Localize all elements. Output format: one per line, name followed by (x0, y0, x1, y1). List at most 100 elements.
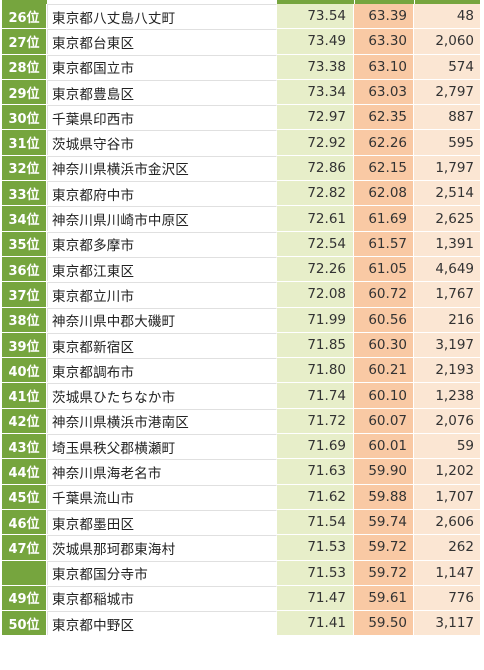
rank-cell: 43位 (2, 434, 47, 459)
name-cell: 東京都国立市 (47, 54, 277, 79)
value3-cell: 3,197 (414, 332, 480, 358)
name-cell: 東京都立川市 (47, 282, 277, 307)
value2-cell: 60.56 (354, 307, 414, 332)
table-row: 45位 千葉県流山市 71.62 59.88 1,707 (2, 484, 480, 510)
value2-cell: 60.01 (354, 434, 414, 459)
table-header-strip (2, 0, 480, 4)
value3-cell: 1,147 (414, 560, 480, 585)
value1-cell: 71.80 (277, 358, 354, 383)
value3-cell: 4,649 (414, 256, 480, 282)
value2-cell: 62.15 (354, 155, 414, 181)
value1-cell: 72.26 (277, 256, 354, 282)
name-cell: 東京都中野区 (47, 611, 277, 636)
value2-cell: 59.61 (354, 585, 414, 611)
value3-cell: 2,606 (414, 509, 480, 535)
value1-cell: 72.08 (277, 282, 354, 307)
value1-cell: 72.86 (277, 155, 354, 181)
name-cell: 東京都八丈島八丈町 (47, 4, 277, 29)
value3-cell: 216 (414, 307, 480, 332)
rank-cell: 32位 (2, 155, 47, 181)
value2-cell: 62.08 (354, 181, 414, 206)
name-cell: 茨城県那珂郡東海村 (47, 535, 277, 560)
value1-cell: 72.82 (277, 181, 354, 206)
name-cell: 東京都新宿区 (47, 332, 277, 358)
value3-cell: 1,707 (414, 484, 480, 509)
table-row: 27位 東京都台東区 73.49 63.30 2,060 (2, 29, 480, 55)
name-cell: 茨城県守谷市 (47, 130, 277, 155)
rank-cell: 47位 (2, 535, 47, 560)
rank-cell: 34位 (2, 206, 47, 231)
value1-cell: 73.38 (277, 54, 354, 79)
name-cell: 東京都豊島区 (47, 79, 277, 105)
rank-cell: 35位 (2, 231, 47, 256)
value1-cell: 72.61 (277, 206, 354, 231)
value2-cell: 60.21 (354, 358, 414, 383)
name-cell: 神奈川県海老名市 (47, 459, 277, 484)
table-body: 26位 東京都八丈島八丈町 73.54 63.39 48 27位 東京都台東区 73.49 63… (2, 4, 480, 637)
rank-cell: 50位 (2, 611, 47, 636)
value3-cell: 1,767 (414, 282, 480, 307)
table-row: 29位 東京都豊島区 73.34 63.03 2,797 (2, 79, 480, 106)
header-value1-cell (277, 0, 354, 4)
name-cell: 神奈川県中郡大磯町 (47, 307, 277, 332)
table-row: 49位 東京都稲城市 71.47 59.61 776 (2, 585, 480, 612)
value1-cell: 73.54 (277, 4, 354, 29)
name-cell: 東京都国分寺市 (47, 560, 277, 585)
value3-cell: 2,797 (414, 79, 480, 105)
rank-cell: 36位 (2, 256, 47, 282)
table-row: 36位 東京都江東区 72.26 61.05 4,649 (2, 256, 480, 283)
value3-cell: 2,514 (414, 181, 480, 206)
header-value2-cell (354, 0, 414, 4)
value1-cell: 71.74 (277, 383, 354, 408)
value2-cell: 59.72 (354, 560, 414, 585)
table-row: 31位 茨城県守谷市 72.92 62.26 595 (2, 130, 480, 156)
value3-cell: 574 (414, 54, 480, 79)
rank-cell: 40位 (2, 358, 47, 383)
value1-cell: 72.92 (277, 130, 354, 155)
rank-cell: 29位 (2, 79, 47, 105)
rank-cell: 28位 (2, 54, 47, 79)
name-cell: 神奈川県横浜市金沢区 (47, 155, 277, 181)
table-row: 46位 東京都墨田区 71.54 59.74 2,606 (2, 509, 480, 536)
rank-cell: 31位 (2, 130, 47, 155)
value1-cell: 71.69 (277, 434, 354, 459)
rank-cell: 45位 (2, 484, 47, 509)
header-rank-cell (2, 0, 47, 4)
rank-cell: 26位 (2, 4, 47, 29)
table-row: 38位 神奈川県中郡大磯町 71.99 60.56 216 (2, 307, 480, 333)
name-cell: 埼玉県秩父郡横瀬町 (47, 434, 277, 459)
value2-cell: 61.69 (354, 206, 414, 231)
value2-cell: 60.07 (354, 408, 414, 434)
ranking-table: 26位 東京都八丈島八丈町 73.54 63.39 48 27位 東京都台東区 73.49 63… (2, 0, 480, 637)
table-row: 26位 東京都八丈島八丈町 73.54 63.39 48 (2, 4, 480, 30)
rank-cell: 44位 (2, 459, 47, 484)
name-cell: 東京都調布市 (47, 358, 277, 383)
name-cell: 神奈川県川崎市中原区 (47, 206, 277, 231)
value3-cell: 595 (414, 130, 480, 155)
value3-cell: 2,193 (414, 358, 480, 383)
value2-cell: 62.26 (354, 130, 414, 155)
table-row: 34位 神奈川県川崎市中原区 72.61 61.69 2,625 (2, 206, 480, 232)
name-cell: 千葉県流山市 (47, 484, 277, 509)
rank-cell: 33位 (2, 181, 47, 206)
name-cell: 神奈川県横浜市港南区 (47, 408, 277, 434)
name-cell: 東京都江東区 (47, 256, 277, 282)
value1-cell: 73.34 (277, 79, 354, 105)
name-cell: 茨城県ひたちなか市 (47, 383, 277, 408)
value2-cell: 61.05 (354, 256, 414, 282)
table-row: 28位 東京都国立市 73.38 63.10 574 (2, 54, 480, 80)
rank-cell: 30位 (2, 105, 47, 130)
table-row: 40位 東京都調布市 71.80 60.21 2,193 (2, 358, 480, 384)
value1-cell: 73.49 (277, 29, 354, 54)
value3-cell: 2,625 (414, 206, 480, 231)
header-value3-cell (414, 0, 480, 4)
name-cell: 東京都台東区 (47, 29, 277, 54)
value1-cell: 72.54 (277, 231, 354, 256)
header-name-cell (47, 0, 277, 4)
value2-cell: 61.57 (354, 231, 414, 256)
table-row: 37位 東京都立川市 72.08 60.72 1,767 (2, 282, 480, 308)
value3-cell: 2,076 (414, 408, 480, 434)
table-row: 43位 埼玉県秩父郡横瀬町 71.69 60.01 59 (2, 434, 480, 460)
table-row: 32位 神奈川県横浜市金沢区 72.86 62.15 1,797 (2, 155, 480, 182)
value3-cell: 776 (414, 585, 480, 611)
